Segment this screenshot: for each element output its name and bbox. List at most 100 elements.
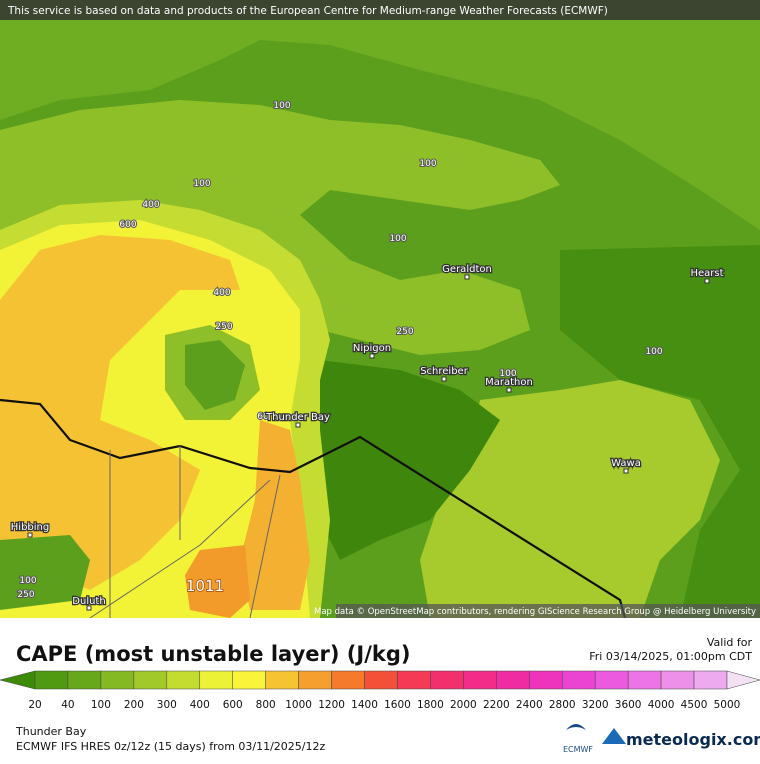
legend-swatch xyxy=(100,670,135,690)
field-orange-south xyxy=(240,420,310,610)
contour-label: 400 xyxy=(213,288,230,298)
legend-tick-label: 400 xyxy=(190,699,210,711)
model-run: ECMWF IFS HRES 0z/12z (15 days) from 03/… xyxy=(16,740,326,753)
legend-tick-label: 2200 xyxy=(483,699,510,711)
attribution-bar xyxy=(336,604,760,618)
legend-swatch xyxy=(529,670,563,690)
contour-label: 100 xyxy=(499,369,516,379)
meteologix-logo xyxy=(602,728,626,744)
legend-swatch xyxy=(232,670,266,690)
legend-tick-label: 4500 xyxy=(681,699,708,711)
legend-swatch xyxy=(660,670,695,690)
disclaimer: This service is based on data and produc… xyxy=(7,5,608,17)
contour-label: 100 xyxy=(19,576,36,586)
city-label: Duluth xyxy=(72,596,105,607)
field-dark-east xyxy=(560,245,760,618)
legend-tick-label: 1800 xyxy=(417,699,444,711)
field-green-southwest xyxy=(0,535,90,610)
header-bar xyxy=(0,0,760,20)
legend-swatch xyxy=(430,670,464,690)
legend-swatch xyxy=(166,670,201,690)
legend-swatch xyxy=(265,670,299,690)
city-label: Nipigon xyxy=(353,343,391,354)
location: Thunder Bay xyxy=(15,725,87,738)
city-dot xyxy=(623,468,629,474)
legend-swatch xyxy=(463,670,497,690)
legend-tick-label: 20 xyxy=(28,699,41,711)
legend-swatch xyxy=(496,670,530,690)
contour-label: 60 xyxy=(257,412,269,422)
field-orange-core xyxy=(185,545,250,618)
legend-arrow-right xyxy=(726,670,760,690)
city-dot xyxy=(369,353,375,359)
legend-swatch xyxy=(199,670,233,690)
ecmwf-logo xyxy=(566,724,586,730)
product-title: CAPE (most unstable layer) (J/kg) xyxy=(16,642,410,666)
legend-tick-label: 2400 xyxy=(516,699,543,711)
legend-swatch xyxy=(34,670,69,690)
contour-label: 100 xyxy=(273,101,290,111)
city-markers xyxy=(27,274,710,611)
city-dot xyxy=(704,278,710,284)
legend-tick-label: 4000 xyxy=(648,699,675,711)
legend-tick-label: 100 xyxy=(91,699,111,711)
city-label: Thunder Bay xyxy=(265,412,330,423)
city-label: Schreiber xyxy=(420,366,469,377)
legend-swatch xyxy=(561,670,596,690)
field-south-east xyxy=(420,380,720,618)
contour-label: 100 xyxy=(645,347,662,357)
valid-label: Valid for xyxy=(707,636,753,649)
legend-tick-label: 800 xyxy=(256,699,276,711)
contour-label: 600 xyxy=(119,220,136,230)
legend-tick-label: 1200 xyxy=(318,699,345,711)
contour-label: 400 xyxy=(142,200,159,210)
field-light-green xyxy=(0,100,560,355)
contour-label: 250 xyxy=(215,322,232,332)
city-dot xyxy=(464,274,470,280)
legend-swatch xyxy=(331,670,365,690)
ecmwf-text: ECMWF xyxy=(563,745,593,754)
valid-time: Fri 03/14/2025, 01:00pm CDT xyxy=(589,650,752,663)
city-dot xyxy=(441,376,447,382)
legend-tick-label: 2000 xyxy=(450,699,477,711)
legend-swatch xyxy=(693,670,728,690)
city-label: Hearst xyxy=(690,268,723,279)
city-label: Hibbing xyxy=(11,522,49,533)
legend-swatch xyxy=(298,670,332,690)
contour-label: 100 xyxy=(193,179,210,189)
attribution: Map data © OpenStreetMap contributors, r… xyxy=(314,607,756,617)
legend-tick-label: 300 xyxy=(157,699,177,711)
pressure-label: 1011 xyxy=(186,577,224,595)
city-dot xyxy=(86,605,92,611)
legend-tick-label: 2800 xyxy=(549,699,576,711)
contour-label: 100 xyxy=(419,159,436,169)
legend-swatch xyxy=(364,670,398,690)
city-label: Wawa xyxy=(611,458,641,469)
city-dot xyxy=(27,532,33,538)
legend-swatch xyxy=(627,670,662,690)
legend-tick-label: 200 xyxy=(124,699,144,711)
legend-tick-label: 5000 xyxy=(714,699,741,711)
legend-swatch xyxy=(397,670,431,690)
city-dot xyxy=(295,422,301,428)
state-lines xyxy=(89,445,281,619)
legend-tick-label: 40 xyxy=(61,699,74,711)
legend-tick-label: 3600 xyxy=(615,699,642,711)
legend-tick-label: 1600 xyxy=(384,699,411,711)
legend-swatch xyxy=(67,670,102,690)
field-green-core xyxy=(185,340,245,410)
color-legend: 20 40 100 200 300 400 600 800 1000 1200 1400 1600 18… xyxy=(0,670,760,711)
city-dot xyxy=(506,387,512,393)
legend-swatch xyxy=(133,670,168,690)
city-label: Geraldton xyxy=(442,264,492,275)
legend-tick-label: 1000 xyxy=(285,699,312,711)
legend-swatch xyxy=(594,670,629,690)
contour-label: 250 xyxy=(396,327,413,337)
contour-label: 100 xyxy=(389,234,406,244)
field-top xyxy=(0,0,760,230)
legend-tick-label: 3200 xyxy=(582,699,609,711)
city-label: Marathon xyxy=(485,377,533,388)
legend-tick-label: 1400 xyxy=(351,699,378,711)
